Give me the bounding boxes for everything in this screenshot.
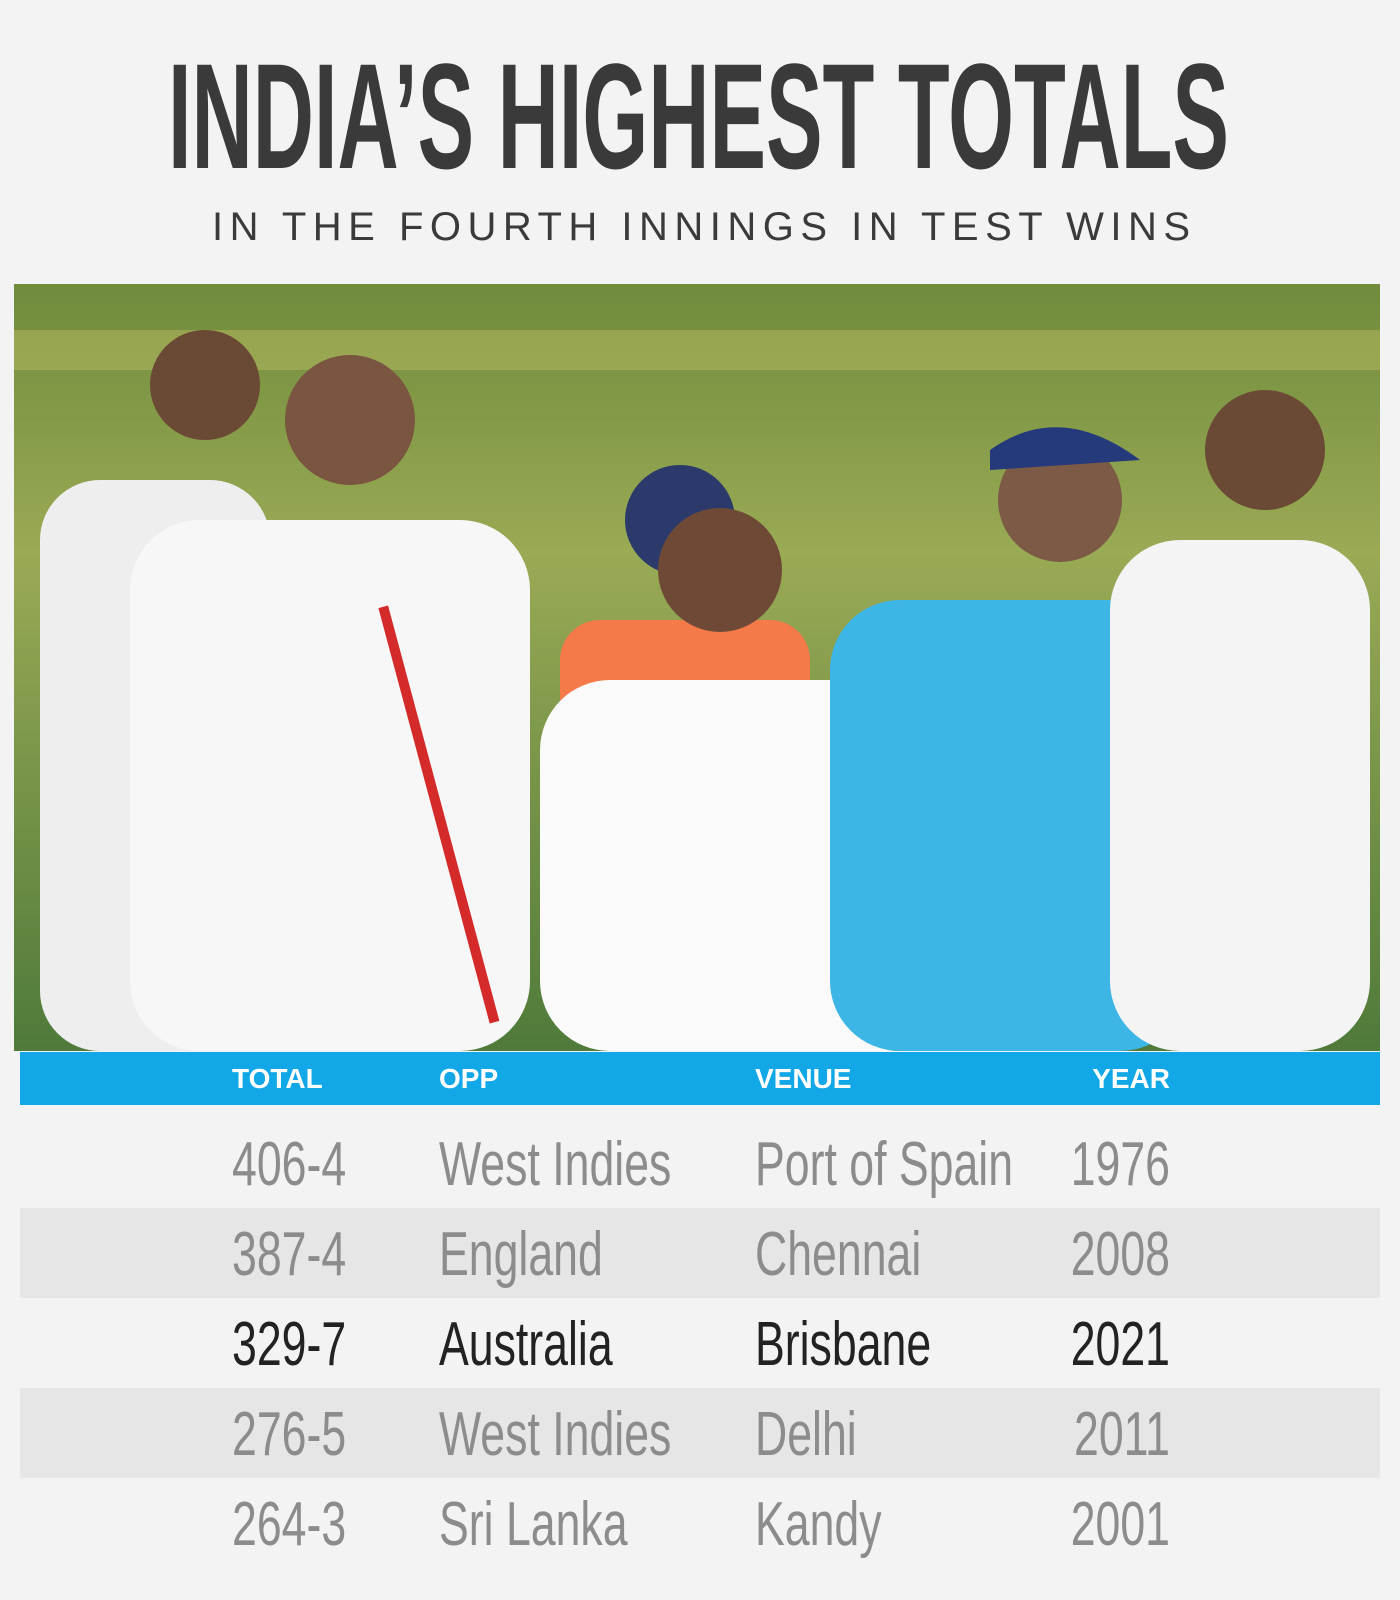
column-header: TOTAL: [232, 1063, 323, 1094]
column-header: VENUE: [755, 1063, 851, 1094]
table-row: 264-3 Sri Lanka Kandy 2001: [232, 1490, 1170, 1559]
table-header-bar: [20, 1052, 1380, 1105]
column-header: YEAR: [1092, 1063, 1170, 1094]
table-cell: 2021: [1071, 1310, 1170, 1379]
table-cell: England: [439, 1220, 603, 1289]
table-cell: 329-7: [232, 1310, 346, 1379]
table-cell: 406-4: [232, 1130, 346, 1199]
table-cell: 276-5: [232, 1400, 346, 1469]
table-cell: Brisbane: [755, 1310, 931, 1379]
table-cell: Delhi: [755, 1400, 857, 1469]
row-stripe: [20, 1388, 1380, 1478]
table-cell: Sri Lanka: [439, 1490, 628, 1559]
table-cell: Chennai: [755, 1220, 921, 1289]
table-cell: 264-3: [232, 1490, 346, 1559]
table-header: TOTAL OPP VENUE YEAR: [232, 1063, 1170, 1094]
table-body: 406-4 West Indies Port of Spain 1976 387-4 En…: [20, 1130, 1380, 1559]
column-header: OPP: [439, 1063, 498, 1094]
row-stripe: [20, 1208, 1380, 1298]
table-row: 276-5 West Indies Delhi 2011: [20, 1388, 1380, 1478]
table-cell: 387-4: [232, 1220, 346, 1289]
table-cell: Port of Spain: [755, 1130, 1013, 1199]
table-row: 329-7 Australia Brisbane 2021: [232, 1310, 1170, 1379]
table-cell: 2011: [1074, 1400, 1170, 1469]
table-cell: West Indies: [439, 1400, 671, 1469]
table-cell: Australia: [439, 1310, 613, 1379]
table-cell: West Indies: [439, 1130, 671, 1199]
table-cell: Kandy: [755, 1490, 882, 1559]
table-cell: 2001: [1071, 1490, 1170, 1559]
table-cell: 1976: [1071, 1130, 1170, 1199]
photo: [14, 284, 1380, 1051]
title: INDIA’S HIGHEST TOTALS: [168, 32, 1229, 200]
table-row: 406-4 West Indies Port of Spain 1976: [232, 1130, 1170, 1199]
table-row: 387-4 England Chennai 2008: [20, 1208, 1380, 1298]
table-cell: 2008: [1071, 1220, 1170, 1289]
